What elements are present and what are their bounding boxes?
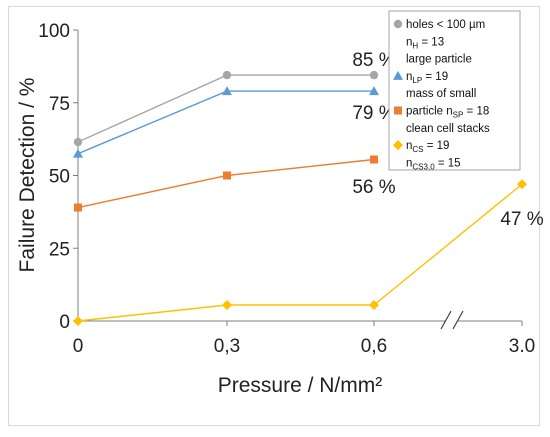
legend-text-part: n <box>406 157 412 169</box>
legend-text-part: n <box>406 71 412 83</box>
axis-break-mark <box>452 310 464 330</box>
x-tick-label: 3.0 <box>509 336 535 357</box>
legend-entry-text: clean cell stacks <box>406 123 490 135</box>
legend-entry-text: nLP = 19 <box>406 71 448 85</box>
x-axis-title: Pressure / N/mm² <box>218 374 383 397</box>
series-line <box>77 158 375 209</box>
legend-marker <box>393 140 403 151</box>
legend-text-part: n <box>406 36 412 48</box>
legend-entry-text: mass of small <box>406 88 476 100</box>
legend-text-part: LP <box>412 76 422 85</box>
legend-text-part: = 13 <box>418 36 444 48</box>
legend-text-part: particle n <box>406 106 453 118</box>
axes: 0 25 50 75 100 0 0,3 0,6 3.0 <box>38 21 535 357</box>
legend-text-part: SP <box>453 111 464 120</box>
legend-entry-text: holes < 100 µm <box>406 19 485 31</box>
data-point <box>73 316 83 326</box>
legend-text-part: = 19 <box>422 71 448 83</box>
series-layer <box>73 70 527 326</box>
legend-marker <box>393 19 403 29</box>
legend-entry-text: large particle <box>406 54 472 66</box>
series-line <box>77 74 374 143</box>
data-point <box>73 148 83 158</box>
data-point <box>73 137 83 147</box>
legend-entry-text: nCS3,0 = 15 <box>406 157 461 171</box>
legend-marker <box>394 106 402 115</box>
data-point <box>222 70 232 80</box>
data-point <box>369 86 379 96</box>
x-tick-label: 0,6 <box>361 336 387 357</box>
series-3 <box>73 179 527 326</box>
legend-text-part: = 15 <box>435 157 461 169</box>
legend-entry-text: nCS = 19 <box>406 140 449 154</box>
legend-text-part: = 18 <box>463 106 489 118</box>
data-point <box>222 86 232 96</box>
data-point <box>370 155 378 164</box>
legend-text-part: CS3,0 <box>412 162 435 171</box>
legend-entry-text: nH = 13 <box>406 36 444 50</box>
x-tick-label: 0 <box>73 336 84 357</box>
data-labels: 85 % 79 % 56 % 47 % <box>352 50 543 230</box>
y-tick-label: 75 <box>49 94 70 115</box>
data-label: 79 % <box>352 103 395 124</box>
data-point <box>369 299 379 310</box>
y-tick-label: 100 <box>38 21 70 42</box>
data-point <box>369 70 379 80</box>
x-tick-label: 0,3 <box>214 336 240 357</box>
legend-box <box>388 10 521 171</box>
data-point <box>74 203 82 212</box>
data-label: 47 % <box>500 209 543 230</box>
y-tick-label: 0 <box>59 312 70 333</box>
series-1 <box>73 86 379 158</box>
axis-break-mark <box>440 310 452 330</box>
legend-text-part: H <box>412 41 418 50</box>
data-label: 56 % <box>352 177 395 198</box>
legend-text-part: mass of small <box>406 88 476 100</box>
data-point <box>223 171 231 180</box>
data-point <box>222 299 232 310</box>
legend-text-part: clean cell stacks <box>406 123 490 135</box>
y-tick-label: 50 <box>49 167 70 188</box>
series-2 <box>74 155 378 212</box>
legend-marker <box>393 70 403 80</box>
data-label: 85 % <box>352 50 395 71</box>
series-line <box>77 183 523 322</box>
data-point <box>517 179 527 190</box>
y-axis-title: Failure Detection / % <box>16 78 39 273</box>
series-0 <box>73 70 379 147</box>
legend-text-part: holes < 100 µm <box>406 19 485 31</box>
y-tick-label: 25 <box>49 239 70 260</box>
legend-text-part: CS <box>412 145 423 154</box>
legend-entry-text: particle nSP = 18 <box>406 106 489 120</box>
legend-text-part: = 19 <box>424 140 450 152</box>
legend-text-part: n <box>406 140 412 152</box>
legend-text-part: large particle <box>406 54 472 66</box>
